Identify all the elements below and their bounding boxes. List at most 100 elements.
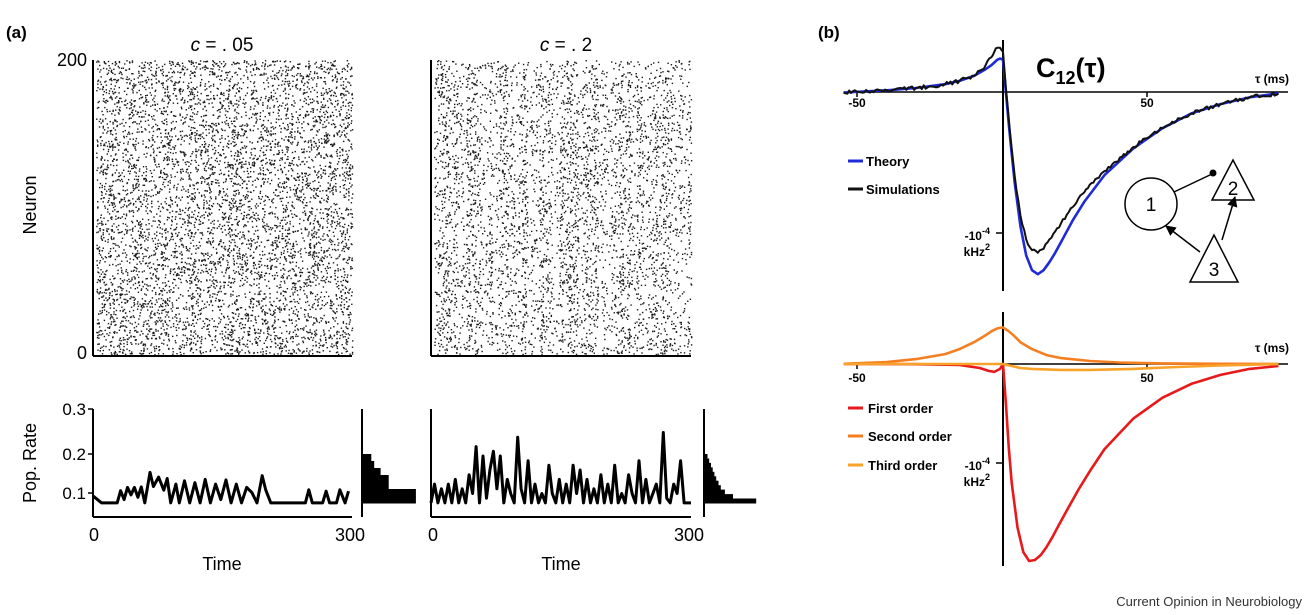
spike	[139, 334, 141, 336]
spike	[219, 141, 222, 144]
spike	[154, 161, 156, 163]
spike	[259, 173, 262, 175]
spike	[228, 143, 230, 145]
spike	[270, 146, 272, 149]
spike	[136, 274, 139, 276]
spike	[144, 240, 146, 242]
spike	[111, 184, 114, 187]
spike	[175, 197, 177, 199]
spike	[247, 268, 249, 270]
spike	[336, 149, 339, 151]
spike	[311, 189, 313, 191]
spike	[319, 121, 321, 124]
spike	[271, 252, 273, 255]
spike	[114, 290, 116, 292]
spike	[187, 222, 189, 224]
spike	[268, 273, 271, 275]
spike	[136, 182, 138, 185]
spike	[237, 208, 239, 211]
spike	[232, 282, 235, 284]
spike	[341, 275, 343, 278]
spike	[202, 271, 205, 273]
spike	[225, 270, 227, 272]
spike	[263, 74, 265, 76]
spike	[268, 198, 270, 201]
spike	[246, 170, 249, 172]
spike	[247, 339, 249, 342]
spike	[345, 90, 347, 92]
spike	[295, 191, 298, 193]
spike	[251, 216, 253, 218]
spike	[319, 308, 321, 310]
spike	[338, 207, 341, 210]
spike	[259, 260, 262, 263]
spike	[334, 320, 336, 322]
spike	[111, 189, 113, 191]
spike	[278, 337, 280, 340]
spike	[131, 109, 134, 112]
spike	[331, 222, 333, 224]
spike	[292, 188, 295, 191]
spike	[342, 179, 344, 181]
spike	[262, 62, 264, 64]
spike	[263, 145, 265, 147]
spike	[277, 307, 279, 309]
spike	[348, 314, 351, 316]
spike	[189, 287, 191, 289]
spike	[152, 74, 154, 77]
spike	[326, 302, 329, 304]
spike	[322, 226, 324, 228]
spike	[262, 127, 264, 130]
spike	[305, 65, 307, 67]
spike	[249, 141, 251, 143]
spike	[297, 251, 299, 253]
spike	[102, 100, 105, 102]
spike	[274, 319, 276, 321]
spike	[157, 208, 160, 210]
spike	[206, 279, 208, 281]
spike	[109, 146, 111, 148]
spike	[228, 344, 231, 346]
spike	[175, 152, 177, 154]
spike	[179, 278, 182, 281]
spike	[299, 99, 302, 101]
spike	[121, 172, 123, 174]
spike	[161, 65, 164, 68]
spike	[221, 348, 223, 350]
spike	[333, 303, 335, 305]
spike	[288, 314, 290, 316]
spike	[336, 264, 339, 266]
spike	[224, 349, 226, 351]
spike	[126, 93, 128, 96]
spike	[273, 191, 275, 194]
spike	[224, 217, 226, 219]
spike	[274, 167, 276, 169]
spike	[328, 98, 331, 100]
spike	[327, 235, 329, 237]
spike	[130, 210, 133, 212]
spike	[345, 127, 347, 130]
spike	[303, 163, 306, 165]
spike	[159, 337, 161, 340]
spike	[147, 323, 149, 325]
spike	[313, 254, 315, 256]
spike	[311, 273, 314, 275]
spike	[295, 215, 297, 217]
spike	[275, 121, 277, 124]
spike	[178, 321, 180, 323]
spike	[151, 116, 153, 118]
spike	[192, 216, 194, 218]
spike	[272, 244, 274, 247]
spike	[284, 128, 286, 130]
spike	[151, 206, 153, 208]
spike	[200, 116, 203, 118]
spike	[234, 229, 237, 231]
spike	[268, 328, 270, 330]
spike	[225, 98, 227, 100]
spike	[227, 71, 229, 74]
spike	[253, 233, 255, 235]
spike	[328, 88, 330, 90]
spike	[292, 243, 295, 246]
spike	[189, 222, 191, 224]
spike	[270, 334, 272, 337]
